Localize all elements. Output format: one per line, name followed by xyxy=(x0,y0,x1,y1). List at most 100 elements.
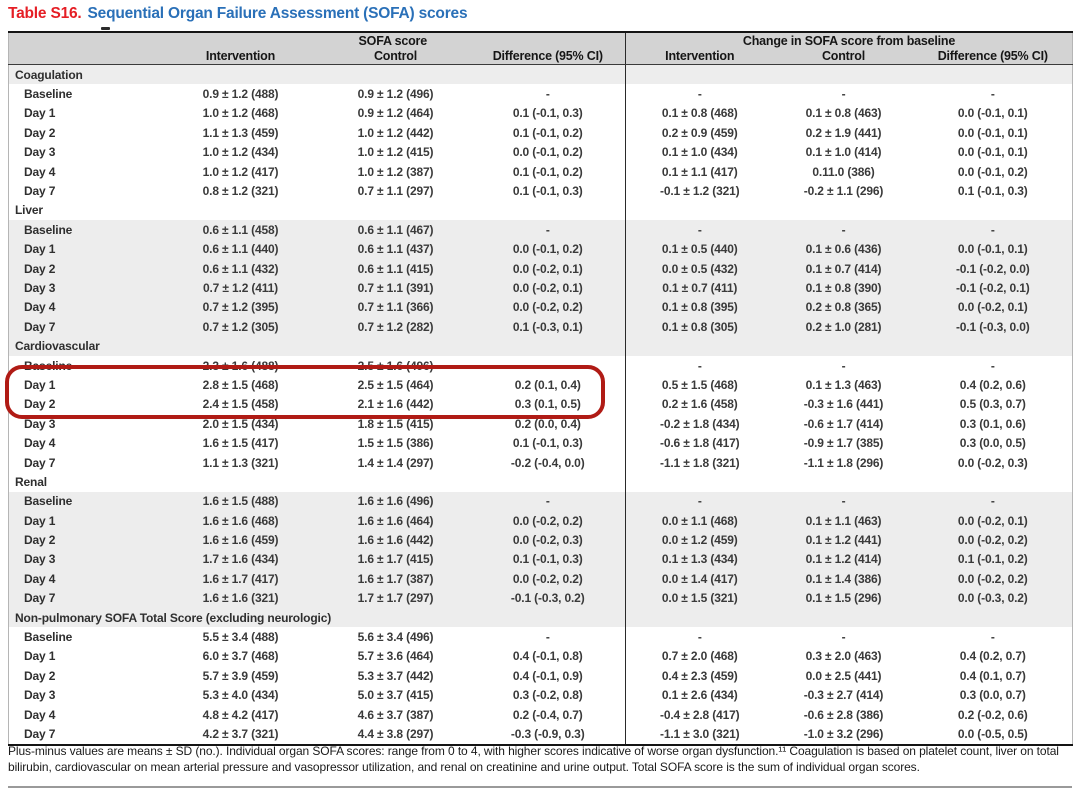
value-cell: 1.6 ± 1.6 (468) xyxy=(160,510,321,531)
table-row: Day 7 0.7 ± 1.2 (305) 0.7 ± 1.2 (282) 0.1 (… xyxy=(8,317,1073,337)
value-cell: 0.4 ± 2.3 (459) xyxy=(625,666,774,686)
value-cell: 0.1 ± 1.4 (386) xyxy=(773,569,914,589)
value-cell: 4.6 ± 3.7 (387) xyxy=(320,704,471,725)
value-cell: - xyxy=(773,491,914,511)
value-cell: -0.3 ± 1.6 (441) xyxy=(773,394,914,415)
value-cell: -0.6 ± 1.7 (414) xyxy=(773,414,914,434)
value-cell: 0.0 (-0.2, 0.3) xyxy=(913,452,1073,473)
table-row: Day 3 1.0 ± 1.2 (434) 1.0 ± 1.2 (415) 0.0 (… xyxy=(8,142,1073,162)
value-cell: - xyxy=(470,627,626,647)
value-cell: -1.1 ± 1.8 (296) xyxy=(773,452,914,473)
value-cell: 2.4 ± 1.5 (458) xyxy=(160,394,321,415)
section-row-filler xyxy=(624,472,1073,492)
value-cell: - xyxy=(913,355,1073,376)
value-cell: 0.0 ± 0.5 (432) xyxy=(625,258,774,279)
value-cell: 0.1 ± 1.3 (463) xyxy=(773,375,914,395)
section-row-filler xyxy=(624,336,1073,356)
table-row: Baseline 0.6 ± 1.1 (458) 0.6 ± 1.1 (467) - -… xyxy=(8,220,1073,240)
table-row: Day 4 4.8 ± 4.2 (417) 4.6 ± 3.7 (387) 0.2 (… xyxy=(8,704,1073,725)
value-cell: 1.0 ± 1.2 (387) xyxy=(320,161,471,182)
col-header-intervention-change: Intervention xyxy=(625,48,774,65)
value-cell: 1.7 ± 1.7 (297) xyxy=(320,588,471,608)
value-cell: -0.3 (-0.9, 0.3) xyxy=(470,724,626,745)
value-cell: 0.1 ± 0.7 (411) xyxy=(625,278,774,298)
table-row: Day 3 1.7 ± 1.6 (434) 1.6 ± 1.7 (415) 0.1 (… xyxy=(8,549,1073,570)
value-cell: 2.0 ± 1.5 (434) xyxy=(160,414,321,434)
value-cell: - xyxy=(625,491,774,511)
section-label: Non-pulmonary SOFA Total Score (excludin… xyxy=(8,607,626,628)
table-row: Day 4 1.6 ± 1.5 (417) 1.5 ± 1.5 (386) 0.1 (… xyxy=(8,433,1073,453)
group-header-change-from-baseline: Change in SOFA score from baseline xyxy=(624,32,1073,48)
value-cell: 0.6 ± 1.1 (432) xyxy=(160,258,321,279)
group-header-sofa-score: SOFA score xyxy=(160,32,626,48)
value-cell: 0.0 (-0.2, 0.2) xyxy=(913,569,1073,589)
value-cell: - xyxy=(625,84,774,104)
value-cell: 0.6 ± 1.1 (415) xyxy=(320,258,471,279)
value-cell: - xyxy=(625,220,774,240)
table-row: Day 2 5.7 ± 3.9 (459) 5.3 ± 3.7 (442) 0.4 (… xyxy=(8,666,1073,686)
table-body: Coagulation Baseline 0.9 ± 1.2 (488) 0.9 ± … xyxy=(8,64,1073,745)
col-header-difference-change: Difference (95% CI) xyxy=(913,48,1073,65)
value-cell: 1.1 ± 1.3 (459) xyxy=(160,123,321,143)
value-cell: 5.7 ± 3.9 (459) xyxy=(160,666,321,686)
row-label: Day 3 xyxy=(8,549,161,570)
value-cell: 0.3 (0.0, 0.7) xyxy=(913,685,1073,705)
value-cell: 1.6 ± 1.5 (417) xyxy=(160,433,321,453)
value-cell: - xyxy=(913,220,1073,240)
value-cell: 0.0 (-0.2, 0.1) xyxy=(470,278,626,298)
value-cell: -0.9 ± 1.7 (385) xyxy=(773,433,914,453)
value-cell: 0.4 (0.2, 0.6) xyxy=(913,375,1073,395)
section-row-filler xyxy=(624,64,1073,85)
value-cell: -0.1 ± 1.2 (321) xyxy=(625,181,774,201)
value-cell: 0.0 (-0.2, 0.3) xyxy=(470,530,626,550)
value-cell: 0.1 ± 0.6 (436) xyxy=(773,239,914,259)
value-cell: 0.6 ± 1.1 (467) xyxy=(320,220,471,240)
value-cell: 5.3 ± 4.0 (434) xyxy=(160,685,321,705)
value-cell: 6.0 ± 3.7 (468) xyxy=(160,646,321,667)
value-cell: 0.4 (0.2, 0.7) xyxy=(913,646,1073,667)
value-cell: 2.5 ± 1.6 (496) xyxy=(320,355,471,376)
row-label: Day 7 xyxy=(8,452,161,473)
value-cell: 0.1 (-0.1, 0.2) xyxy=(470,123,626,143)
value-cell: 0.3 ± 2.0 (463) xyxy=(773,646,914,667)
value-cell: 0.11.0 (386) xyxy=(773,161,914,182)
value-cell: 0.0 (-0.2, 0.2) xyxy=(470,510,626,531)
value-cell: 0.1 ± 1.2 (414) xyxy=(773,549,914,570)
value-cell: -0.2 ± 1.1 (296) xyxy=(773,181,914,201)
value-cell: 0.2 ± 1.9 (441) xyxy=(773,123,914,143)
value-cell: 0.0 (-0.2, 0.2) xyxy=(470,569,626,589)
value-cell: 5.6 ± 3.4 (496) xyxy=(320,627,471,647)
value-cell: 0.6 ± 1.1 (437) xyxy=(320,239,471,259)
value-cell: 1.6 ± 1.7 (387) xyxy=(320,569,471,589)
table-row: Day 4 1.6 ± 1.7 (417) 1.6 ± 1.7 (387) 0.0 (… xyxy=(8,569,1073,589)
row-label: Day 4 xyxy=(8,569,161,589)
value-cell: -1.1 ± 1.8 (321) xyxy=(625,452,774,473)
value-cell: 5.5 ± 3.4 (488) xyxy=(160,627,321,647)
value-cell: 4.2 ± 3.7 (321) xyxy=(160,724,321,745)
value-cell: 0.0 ± 1.5 (321) xyxy=(625,588,774,608)
section-header-row: Renal xyxy=(8,472,1073,492)
section-row-filler xyxy=(624,607,1073,628)
row-label: Baseline xyxy=(8,84,161,104)
value-cell: - xyxy=(625,355,774,376)
value-cell: 1.0 ± 1.2 (434) xyxy=(160,142,321,162)
table-row: Day 3 5.3 ± 4.0 (434) 5.0 ± 3.7 (415) 0.3 (… xyxy=(8,685,1073,705)
value-cell: 0.1 (-0.1, 0.3) xyxy=(470,433,626,453)
value-cell: 1.0 ± 1.2 (468) xyxy=(160,103,321,124)
value-cell: 0.1 ± 1.3 (434) xyxy=(625,549,774,570)
value-cell: 0.2 (0.1, 0.4) xyxy=(470,375,626,395)
row-label: Baseline xyxy=(8,355,161,376)
value-cell: 0.3 (0.1, 0.6) xyxy=(913,414,1073,434)
value-cell: - xyxy=(773,84,914,104)
table-row: Day 2 1.6 ± 1.6 (459) 1.6 ± 1.6 (442) 0.0 (… xyxy=(8,530,1073,550)
value-cell: 1.6 ± 1.6 (321) xyxy=(160,588,321,608)
value-cell: 0.1 ± 2.6 (434) xyxy=(625,685,774,705)
value-cell: -0.1 (-0.2, 0.1) xyxy=(913,278,1073,298)
section-header-row: Liver xyxy=(8,200,1073,221)
row-label: Day 2 xyxy=(8,123,161,143)
row-label: Day 3 xyxy=(8,142,161,162)
table-row: Day 2 2.4 ± 1.5 (458) 2.1 ± 1.6 (442) 0.3 (… xyxy=(8,394,1073,415)
table-row: Day 7 1.1 ± 1.3 (321) 1.4 ± 1.4 (297) -0.2 … xyxy=(8,452,1073,473)
col-header-difference-sofa: Difference (95% CI) xyxy=(470,48,626,65)
row-label: Day 3 xyxy=(8,685,161,705)
